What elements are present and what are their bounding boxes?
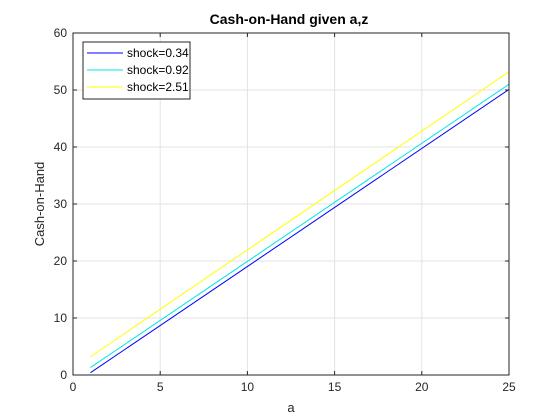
y-tick-label: 10 xyxy=(54,311,68,325)
x-tick-label: 20 xyxy=(415,380,429,394)
y-tick-label: 30 xyxy=(54,197,68,211)
legend-label-3: shock=2.51 xyxy=(127,80,189,94)
x-tick-label: 25 xyxy=(502,380,516,394)
x-tick-label: 15 xyxy=(328,380,342,394)
legend-label-1: shock=0.34 xyxy=(127,46,189,60)
x-tick-label: 5 xyxy=(157,380,164,394)
y-tick-label: 50 xyxy=(54,83,68,97)
legend-label-2: shock=0.92 xyxy=(127,63,189,77)
series-line-2 xyxy=(90,83,510,369)
y-tick-label: 20 xyxy=(54,254,68,268)
series-line-3 xyxy=(90,71,510,358)
x-tick-label: 10 xyxy=(241,380,255,394)
y-tick-label: 60 xyxy=(54,26,68,40)
series-layer xyxy=(90,71,510,374)
y-axis-label: Cash-on-Hand xyxy=(32,162,47,247)
chart-title: Cash-on-Hand given a,z xyxy=(210,11,369,27)
y-tick-label: 40 xyxy=(54,140,68,154)
x-axis-label: a xyxy=(287,400,295,415)
y-tick-label: 0 xyxy=(60,368,67,382)
ticks: 0 5 10 15 20 25 0 10 20 30 40 50 60 xyxy=(54,26,516,394)
legend: shock=0.34 shock=0.92 shock=2.51 xyxy=(82,41,191,100)
series-line-1 xyxy=(90,89,510,374)
x-tick-label: 0 xyxy=(70,380,77,394)
